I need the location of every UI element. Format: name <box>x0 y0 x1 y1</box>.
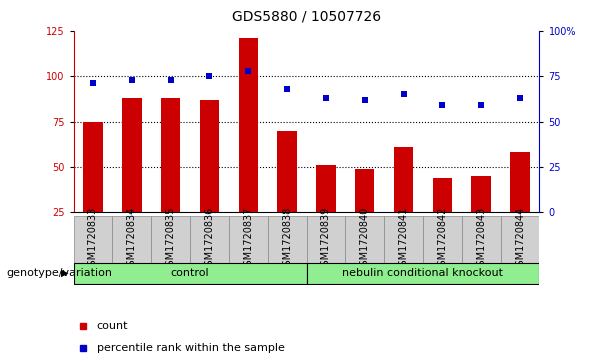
Bar <box>161 98 180 212</box>
Text: control: control <box>170 268 210 278</box>
Text: percentile rank within the sample: percentile rank within the sample <box>97 343 284 352</box>
Bar <box>355 169 375 212</box>
Text: nebulin conditional knockout: nebulin conditional knockout <box>343 268 503 278</box>
Text: GSM1720843: GSM1720843 <box>476 207 486 272</box>
FancyBboxPatch shape <box>306 262 539 284</box>
Text: GSM1720835: GSM1720835 <box>166 207 175 272</box>
Bar <box>433 178 452 212</box>
Point <box>205 73 215 79</box>
Point <box>88 81 98 86</box>
Bar <box>200 100 219 212</box>
Point <box>360 97 370 103</box>
Text: genotype/variation: genotype/variation <box>6 268 112 278</box>
Text: GSM1720842: GSM1720842 <box>438 207 447 272</box>
Bar <box>394 147 413 212</box>
Text: GSM1720840: GSM1720840 <box>360 207 370 272</box>
Text: GSM1720841: GSM1720841 <box>398 207 408 272</box>
FancyBboxPatch shape <box>306 216 345 263</box>
Text: count: count <box>97 321 128 331</box>
Bar <box>83 122 103 212</box>
Text: GSM1720844: GSM1720844 <box>515 207 525 272</box>
Point <box>398 91 408 97</box>
Bar <box>122 98 142 212</box>
Text: ▶: ▶ <box>61 268 68 278</box>
Bar <box>278 131 297 212</box>
Text: GSM1720839: GSM1720839 <box>321 207 331 272</box>
FancyBboxPatch shape <box>345 216 384 263</box>
Text: GSM1720837: GSM1720837 <box>243 207 253 272</box>
FancyBboxPatch shape <box>229 216 268 263</box>
Point <box>166 77 175 83</box>
FancyBboxPatch shape <box>112 216 151 263</box>
Bar <box>471 176 491 212</box>
Point <box>438 102 447 108</box>
Point <box>282 86 292 92</box>
Point <box>515 95 525 101</box>
FancyBboxPatch shape <box>74 216 112 263</box>
Point <box>476 102 486 108</box>
FancyBboxPatch shape <box>190 216 229 263</box>
Text: GSM1720834: GSM1720834 <box>127 207 137 272</box>
FancyBboxPatch shape <box>151 216 190 263</box>
FancyBboxPatch shape <box>501 216 539 263</box>
FancyBboxPatch shape <box>423 216 462 263</box>
Bar <box>316 165 336 212</box>
FancyBboxPatch shape <box>384 216 423 263</box>
Text: GSM1720836: GSM1720836 <box>205 207 215 272</box>
Point <box>321 95 331 101</box>
Text: GDS5880 / 10507726: GDS5880 / 10507726 <box>232 9 381 23</box>
Point <box>127 77 137 83</box>
Bar <box>510 152 530 212</box>
FancyBboxPatch shape <box>268 216 306 263</box>
Point <box>243 68 253 74</box>
Text: GSM1720833: GSM1720833 <box>88 207 98 272</box>
Text: GSM1720838: GSM1720838 <box>282 207 292 272</box>
FancyBboxPatch shape <box>462 216 501 263</box>
Bar <box>238 38 258 212</box>
FancyBboxPatch shape <box>74 262 306 284</box>
